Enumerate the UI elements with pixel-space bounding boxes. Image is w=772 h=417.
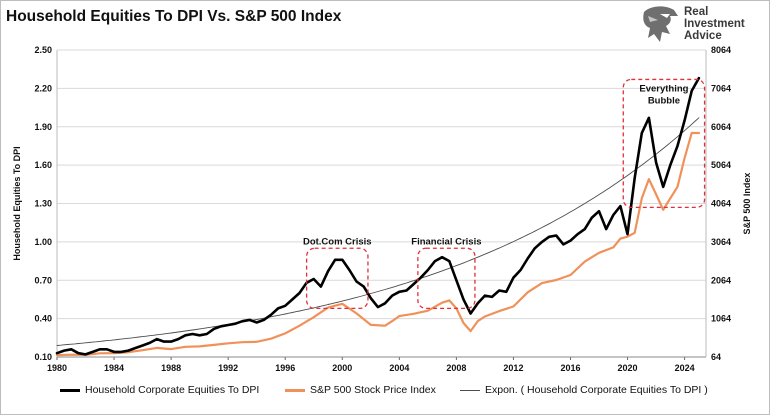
right-axis-tick-label-7: 7064 xyxy=(711,83,731,93)
right-axis-tick-label-2: 2064 xyxy=(711,275,731,285)
left-axis-tick-label-4: 1.30 xyxy=(34,199,52,209)
right-axis-tick-label-8: 8064 xyxy=(711,45,731,55)
callout-box-2 xyxy=(622,78,706,208)
legend-item-trend: Expon. ( Household Corporate Equities To… xyxy=(460,384,708,396)
x-axis-tick-label-2: 1988 xyxy=(161,363,181,373)
x-axis-tick-label-9: 2016 xyxy=(560,363,580,373)
callout-label-0: Dot.Com Crisis xyxy=(303,236,372,247)
legend-item-equities: Household Corporate Equities To DPI xyxy=(60,384,259,396)
eagle-head-icon xyxy=(643,6,678,42)
x-axis-tick-label-8: 2012 xyxy=(503,363,523,373)
legend-swatch-sp500 xyxy=(285,388,305,392)
callout-label-2-1: Bubble xyxy=(648,95,680,106)
series-line-1 xyxy=(55,131,700,357)
x-axis-tick-label-11: 2024 xyxy=(675,363,695,373)
left-axis-tick-label-0: 0.10 xyxy=(34,352,52,362)
x-axis-tick-label-3: 1992 xyxy=(218,363,238,373)
left-axis-tick-label-6: 1.90 xyxy=(34,122,52,132)
series-line-0 xyxy=(55,76,701,356)
x-axis-tick-label-10: 2020 xyxy=(618,363,638,373)
right-axis-tick-label-0: 64 xyxy=(711,352,721,362)
series-line-2 xyxy=(56,117,700,346)
brand-line-2: Investment xyxy=(684,18,745,30)
right-axis-tick-label-4: 4064 xyxy=(711,199,731,209)
legend-swatch-equities xyxy=(60,388,80,392)
brand-line-3: Advice xyxy=(684,30,722,42)
left-axis-tick-label-1: 0.40 xyxy=(34,314,52,324)
chart-title: Household Equities To DPI Vs. S&P 500 In… xyxy=(6,8,342,25)
right-axis-label: S&P 500 Index xyxy=(742,173,752,235)
right-axis-tick-label-6: 6064 xyxy=(711,122,731,132)
callout-box-0 xyxy=(305,247,369,310)
legend-swatch-trend xyxy=(460,389,480,391)
left-axis-tick-label-2: 0.70 xyxy=(34,275,52,285)
brand-logo: Real Investment Advice xyxy=(640,4,766,46)
callout-label-1: Financial Crisis xyxy=(411,236,481,247)
left-axis-tick-label-8: 2.50 xyxy=(34,45,52,55)
right-axis-tick-label-3: 3064 xyxy=(711,237,731,247)
x-axis-tick-label-5: 2000 xyxy=(332,363,352,373)
left-axis-label: Household Equities To DPI xyxy=(12,146,22,260)
x-axis-tick-label-0: 1980 xyxy=(47,363,67,373)
legend-item-sp500: S&P 500 Stock Price Index xyxy=(285,384,436,396)
x-axis-tick-label-1: 1984 xyxy=(104,363,124,373)
right-axis-tick-label-5: 5064 xyxy=(711,160,731,170)
x-axis-tick-label-4: 1996 xyxy=(275,363,295,373)
x-axis-tick-label-7: 2008 xyxy=(446,363,466,373)
left-axis-tick-label-3: 1.00 xyxy=(34,237,52,247)
legend-label-trend: Expon. ( Household Corporate Equities To… xyxy=(485,384,708,396)
brand-name: Real Investment Advice xyxy=(684,6,745,42)
callout-label-2-0: Everything xyxy=(639,83,688,94)
legend-label-sp500: S&P 500 Stock Price Index xyxy=(310,384,436,396)
legend-label-equities: Household Corporate Equities To DPI xyxy=(85,384,260,396)
callout-box-1 xyxy=(417,247,476,310)
left-axis-tick-label-7: 2.20 xyxy=(34,83,52,93)
brand-line-1: Real xyxy=(684,6,709,18)
chart-legend: Household Corporate Equities To DPI S&P … xyxy=(60,384,760,400)
left-axis-tick-label-5: 1.60 xyxy=(34,160,52,170)
right-axis-tick-label-1: 1064 xyxy=(711,314,731,324)
x-axis-tick-label-6: 2004 xyxy=(389,363,409,373)
